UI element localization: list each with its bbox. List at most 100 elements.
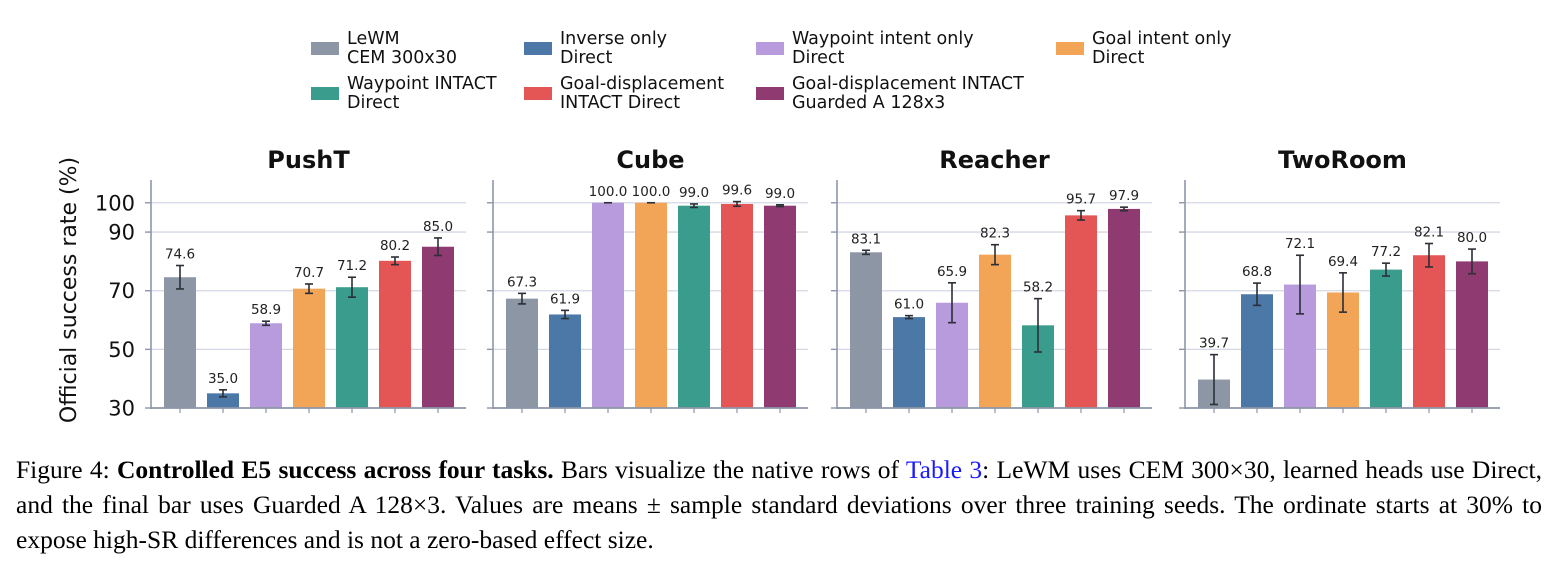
bar <box>1456 261 1488 408</box>
panel-title: Cube <box>616 146 684 174</box>
bar <box>336 287 368 408</box>
caption-text: Bars visualize the native rows of <box>553 455 906 484</box>
bar <box>506 298 538 408</box>
panel-tworoom: TwoRoom 39.7 68.8 72.1 69.4 77.2 82.1 80.0 <box>1179 146 1500 413</box>
panel-title: TwoRoom <box>1278 146 1407 174</box>
bar <box>764 205 796 408</box>
legend-label: CEM 300x30 <box>347 48 457 68</box>
legend-label: Direct <box>347 93 400 113</box>
legend-label: Goal intent only <box>1092 29 1232 49</box>
bar <box>293 288 325 408</box>
bar <box>1065 215 1097 408</box>
panel-title: Reacher <box>939 146 1050 174</box>
bar <box>1241 294 1273 408</box>
data-label: 69.4 <box>1328 254 1358 270</box>
data-label: 95.7 <box>1066 192 1096 208</box>
legend-swatch <box>524 42 552 55</box>
legend-label: Guarded A 128x3 <box>792 93 945 113</box>
data-label: 82.1 <box>1414 225 1444 241</box>
legend-label: Waypoint INTACT <box>347 74 497 94</box>
data-label: 99.0 <box>765 186 795 202</box>
legend-label: Inverse only <box>560 29 667 49</box>
bar <box>207 393 239 408</box>
bar <box>422 246 454 408</box>
legend-swatch <box>1056 42 1084 55</box>
data-label: 58.9 <box>251 302 281 318</box>
legend-label: LeWM <box>347 29 400 49</box>
data-label: 72.1 <box>1285 236 1315 252</box>
data-label: 74.6 <box>165 247 195 263</box>
legend-label: INTACT Direct <box>560 93 680 113</box>
data-label: 82.3 <box>980 226 1010 242</box>
figure-caption: Figure 4: Controlled E5 success across f… <box>16 452 1542 557</box>
legend-label: Goal-displacement <box>560 74 724 94</box>
bar <box>678 205 710 408</box>
bar <box>1413 255 1445 408</box>
panel-reacher: Reacher 83.1 61.0 65.9 82.3 58.2 95.7 97.9 <box>831 146 1152 413</box>
data-label: 68.8 <box>1242 264 1272 280</box>
panels: 30 50 70 90 100 PushT 74.6 35.0 58.9 70.7 71.2 80.2… <box>95 146 1500 421</box>
legend-label: Direct <box>1092 48 1145 68</box>
legend-swatch <box>756 42 784 55</box>
data-label: 71.2 <box>337 258 367 274</box>
panel-cube: Cube 67.3 61.9 100.0 100.0 99.0 99.6 99.0 <box>487 146 808 413</box>
data-label: 80.0 <box>1457 230 1487 246</box>
legend-label: Direct <box>560 48 613 68</box>
data-label: 100.0 <box>632 184 671 200</box>
bar <box>979 254 1011 408</box>
data-label: 58.2 <box>1023 280 1053 296</box>
data-label: 61.0 <box>894 297 924 313</box>
bar <box>164 277 196 408</box>
bar <box>379 260 411 408</box>
table-link[interactable]: Table 3 <box>905 455 983 484</box>
caption-text-rest: : LeWM uses CEM 300×30, learned heads us… <box>16 455 1542 554</box>
data-label: 61.9 <box>550 291 580 307</box>
legend-swatch <box>311 42 339 55</box>
data-label: 39.7 <box>1199 336 1229 352</box>
y-tick-label: 90 <box>108 221 135 245</box>
panel-pusht: 30 50 70 90 100 PushT 74.6 35.0 58.9 70.7 71.2 80.2… <box>95 146 466 421</box>
data-label: 70.7 <box>294 265 324 281</box>
data-label: 85.0 <box>423 219 453 235</box>
legend-label: Waypoint intent only <box>792 29 974 49</box>
caption-bold: Controlled E5 success across four tasks. <box>117 455 554 484</box>
y-axis-label: Official success rate (%) <box>57 157 82 423</box>
y-tick-label: 30 <box>108 397 135 421</box>
data-label: 100.0 <box>589 184 628 200</box>
legend-swatch <box>311 87 339 100</box>
data-label: 99.6 <box>722 183 752 199</box>
panel-title: PushT <box>267 146 350 174</box>
y-tick-label: 70 <box>108 279 135 303</box>
data-label: 67.3 <box>507 274 537 290</box>
legend-swatch <box>756 87 784 100</box>
bar <box>549 314 581 408</box>
data-label: 35.0 <box>208 371 238 387</box>
y-tick-label: 100 <box>95 191 135 215</box>
bar <box>635 202 667 408</box>
data-label: 83.1 <box>851 231 881 247</box>
data-label: 80.2 <box>380 238 410 254</box>
y-tick-label: 50 <box>108 338 135 362</box>
caption-label: Figure 4: <box>16 455 110 484</box>
bar <box>1370 269 1402 408</box>
legend-swatch <box>524 87 552 100</box>
bar <box>721 203 753 408</box>
bar <box>893 317 925 408</box>
data-label: 97.9 <box>1109 188 1139 204</box>
data-label: 77.2 <box>1371 244 1401 260</box>
data-label: 99.0 <box>679 185 709 201</box>
bar <box>250 323 282 408</box>
bar <box>850 252 882 408</box>
bar <box>1108 208 1140 408</box>
legend-label: Goal-displacement INTACT <box>792 74 1024 94</box>
bar <box>592 202 624 408</box>
